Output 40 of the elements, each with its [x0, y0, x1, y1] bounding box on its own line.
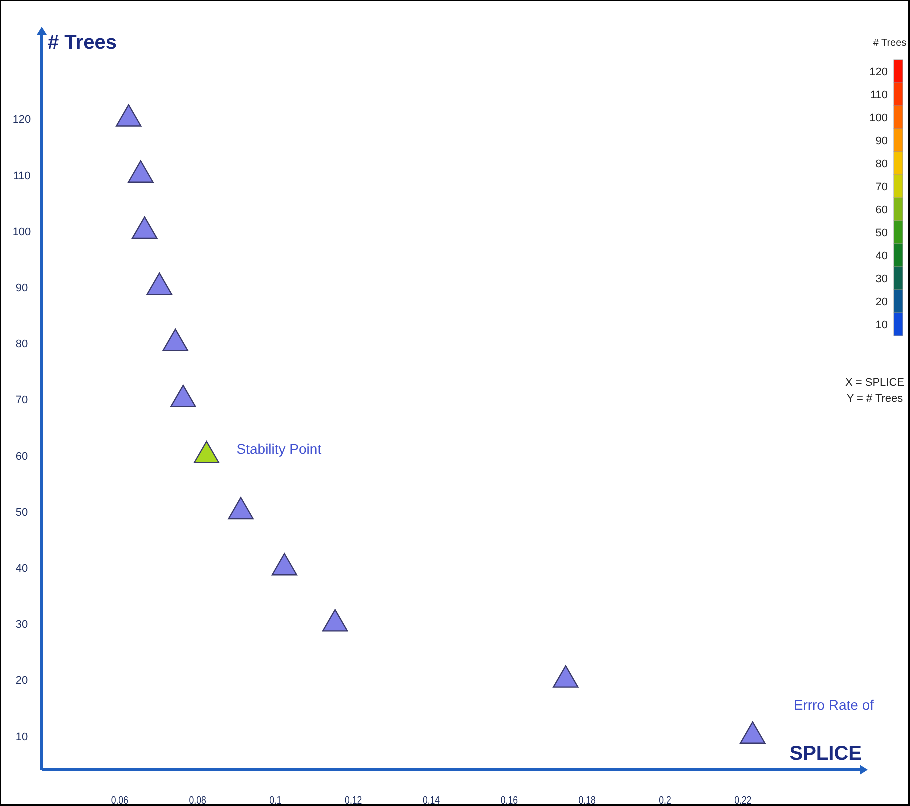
x-tick-label: 0.14 [422, 795, 440, 806]
annotation: Y = # Trees [846, 393, 904, 405]
y-tick-label: 60 [16, 450, 28, 463]
annotation: Errro Rate of [794, 697, 874, 713]
y-tick-label: 90 [16, 282, 28, 294]
x-tick-label: 0.1 [270, 795, 282, 806]
color-bar-label: 50 [876, 228, 888, 240]
annotation: Stability Point [236, 440, 322, 457]
annotation: X = SPLICE [845, 377, 905, 389]
color-bar-label: 70 [876, 182, 888, 194]
y-tick-label: 10 [16, 731, 28, 744]
color-bar-title: # Trees [873, 38, 907, 49]
color-bar-label: 20 [876, 296, 888, 308]
x-tick-label: 0.12 [345, 795, 363, 806]
y-tick-label: 120 [12, 114, 32, 126]
y-tick-label: 50 [16, 506, 28, 519]
y-tick-label: 70 [16, 394, 28, 407]
color-bar-label: 80 [876, 158, 888, 170]
x-tick-label: 0.08 [189, 795, 207, 806]
y-tick-label: 20 [16, 675, 28, 688]
color-bar-label: 100 [870, 112, 888, 124]
y-tick-label: 110 [13, 170, 31, 182]
y-tick-label: 30 [16, 619, 28, 632]
x-tick-label: 0.06 [111, 795, 129, 806]
color-bar-label: 40 [876, 250, 888, 262]
y-axis-title: # Trees [48, 32, 117, 54]
y-tick-label: 100 [12, 226, 32, 238]
x-axis-title: SPLICE [790, 743, 862, 765]
y-tick-label: 80 [16, 338, 28, 351]
x-tick-label: 0.18 [578, 795, 596, 806]
color-bar-label: 10 [876, 320, 888, 332]
x-tick-label: 0.22 [734, 795, 752, 806]
color-bar-label: 120 [870, 66, 888, 78]
color-bar-label: 110 [870, 90, 888, 102]
color-bar-label: 60 [876, 204, 888, 216]
color-bar-label: 30 [876, 274, 888, 286]
x-tick-label: 0.2 [659, 795, 672, 806]
x-tick-label: 0.16 [500, 795, 518, 806]
y-tick-label: 40 [16, 563, 28, 576]
color-bar-label: 90 [876, 136, 888, 148]
